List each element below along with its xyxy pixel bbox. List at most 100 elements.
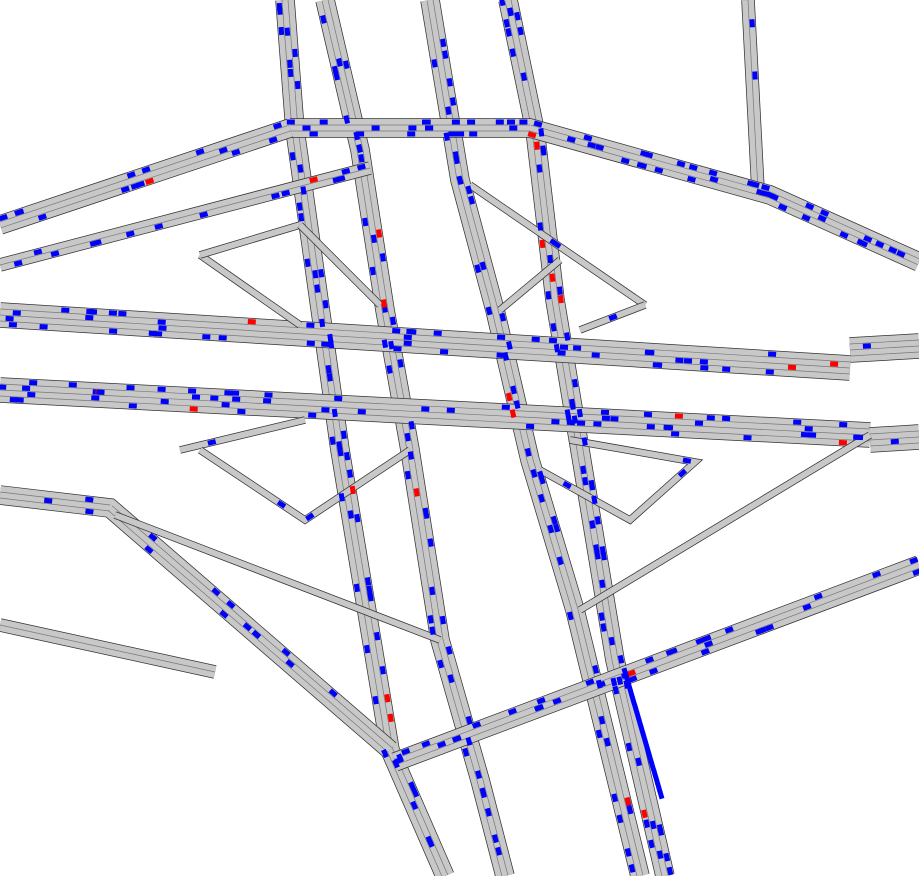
vehicle [624,796,632,806]
vehicle [636,718,644,728]
road [499,0,674,876]
vehicle [309,131,318,137]
vehicle [13,397,22,403]
vehicle [890,438,899,445]
vehicle [27,391,36,398]
vehicle [297,164,304,173]
lane-divider [442,639,484,780]
vehicle [646,754,654,764]
vehicle [465,736,473,746]
vehicle [456,175,464,186]
vehicle [21,385,31,392]
vehicle [752,71,758,80]
vehicle [559,344,569,350]
vehicle [875,240,885,249]
vehicle [621,667,629,677]
vehicle [724,626,734,634]
vehicle [706,415,715,421]
vehicle [439,348,449,355]
vehicle [746,180,756,188]
lane-divider [0,395,870,442]
vehicle [202,334,211,340]
lane-divider [342,449,394,750]
vehicle [674,413,684,419]
lane-divider [849,339,919,345]
vehicle [219,609,229,619]
vehicle [668,647,678,655]
vehicle [787,364,797,371]
vehicle [153,331,163,337]
vehicle [596,680,606,689]
vehicle [708,169,718,177]
vehicle [507,7,514,17]
vehicle [675,357,684,364]
vehicle [569,398,576,408]
vehicle [429,586,436,596]
vehicle [354,513,361,523]
vehicle [721,415,731,422]
vehicle [356,163,366,171]
road [179,417,306,453]
vehicle [582,476,589,486]
vehicle [340,430,347,440]
vehicle [807,432,817,438]
vehicle [495,846,503,856]
vehicle [268,136,278,144]
vehicle [37,213,47,221]
vehicle [553,523,561,533]
vehicle [722,366,731,373]
vehicle [856,238,866,247]
vehicle [642,739,650,749]
vehicle [50,250,60,258]
vehicle [593,421,602,427]
vehicle [641,809,648,819]
vehicle [262,398,272,404]
lane-divider [582,449,619,660]
vehicle [154,223,164,230]
vehicle [608,313,618,322]
lane-divider [482,779,509,876]
vehicle [479,261,487,271]
vehicle [448,131,457,137]
vehicle [804,426,813,432]
vehicle [551,240,562,249]
vehicle [264,392,273,398]
lane-divider [576,450,613,661]
vehicle [591,352,600,358]
vehicle [644,746,652,756]
vehicle [556,286,563,295]
vehicle [189,406,198,412]
vehicle [394,756,404,765]
vehicle [141,166,151,174]
vehicle [769,192,779,201]
vehicle [632,703,640,713]
vehicle [743,434,752,441]
lane-divider [362,149,389,310]
vehicle [793,419,802,425]
vehicle [410,800,419,811]
vehicle [251,629,262,640]
vehicle [144,545,154,555]
vehicle [628,675,638,683]
vehicle [384,693,391,703]
lane-divider [281,0,293,131]
vehicle [247,318,256,325]
vehicle [442,50,449,59]
vehicle [404,470,411,480]
vehicle [436,740,447,749]
vehicle [484,807,492,817]
vehicle [651,768,659,778]
vehicle [513,400,521,410]
vehicle [616,676,624,686]
lane-divider [0,383,871,430]
vehicle [564,332,571,341]
vehicle [403,340,412,347]
vehicle [499,312,507,322]
vehicle [346,469,354,478]
vehicle [231,148,241,157]
vehicle [657,790,665,800]
vehicle [306,322,315,329]
vehicle [576,420,586,426]
vehicle [88,309,98,315]
vehicle [145,177,155,185]
